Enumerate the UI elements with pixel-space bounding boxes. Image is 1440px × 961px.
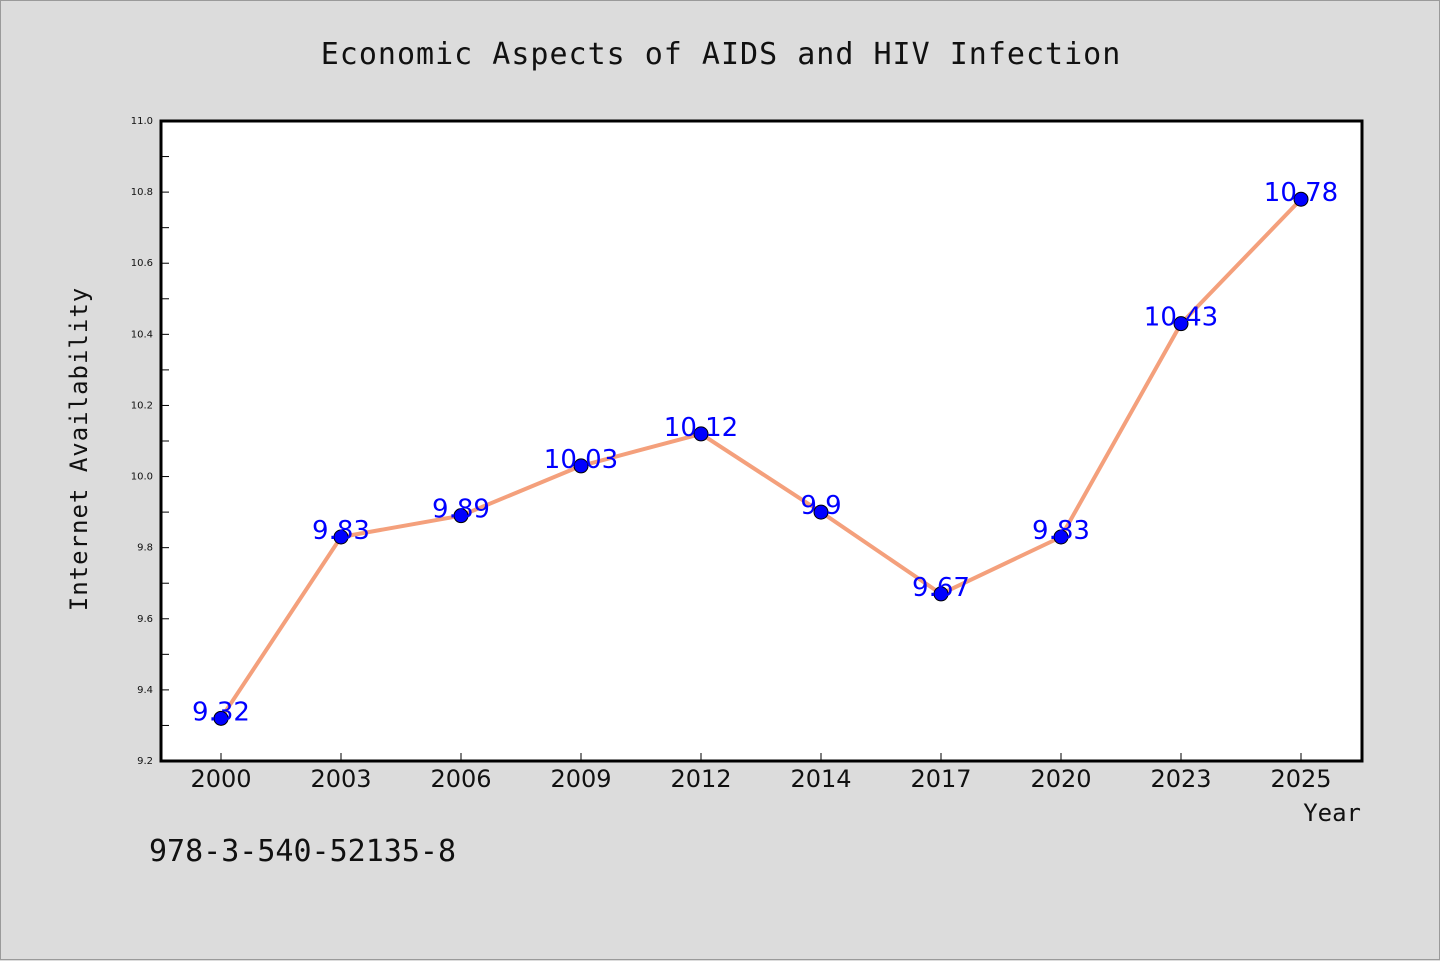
y-tick-label: 10.0 xyxy=(131,472,153,483)
y-tick-label: 11.0 xyxy=(131,116,153,127)
x-tick-label: 2023 xyxy=(1150,765,1211,793)
x-tick-label: 2020 xyxy=(1030,765,1091,793)
y-axis-label: Internet Availability xyxy=(65,287,93,611)
x-tick-label: 2012 xyxy=(670,765,731,793)
data-point xyxy=(1053,529,1069,545)
data-point xyxy=(453,508,469,524)
data-label: 9.9 xyxy=(800,491,841,521)
x-tick-label: 2017 xyxy=(910,765,971,793)
x-axis: 2000 2003 2006 2009 2012 2014 2017 2020 2023 2025 xyxy=(190,753,1332,793)
x-tick-label: 2006 xyxy=(430,765,491,793)
data-label: 10.43 xyxy=(1144,303,1218,333)
y-tick-label: 10.6 xyxy=(131,258,153,269)
isbn-text: 978-3-540-52135-8 xyxy=(149,834,457,869)
data-label: 10.78 xyxy=(1264,178,1338,208)
data-point xyxy=(1293,191,1309,207)
x-tick-label: 2014 xyxy=(790,765,851,793)
data-point xyxy=(1173,316,1189,332)
y-tick-label: 9.4 xyxy=(137,685,153,696)
data-point xyxy=(813,504,829,520)
y-tick-label: 9.2 xyxy=(137,756,153,767)
x-axis-label: Year xyxy=(1303,799,1361,827)
plot-area xyxy=(159,119,1364,763)
data-label: 9.89 xyxy=(432,495,490,525)
data-label: 9.83 xyxy=(1032,516,1090,546)
series-line xyxy=(219,197,1303,720)
data-point xyxy=(333,529,349,545)
x-tick-label: 2025 xyxy=(1270,765,1331,793)
data-label: 10.03 xyxy=(544,445,618,475)
data-point xyxy=(693,426,709,442)
y-tick-label: 9.6 xyxy=(137,614,153,625)
chart-title: Economic Aspects of AIDS and HIV Infecti… xyxy=(321,37,1122,72)
x-tick-label: 2003 xyxy=(310,765,371,793)
y-tick-label: 10.8 xyxy=(131,187,153,198)
data-labels: 9.32 9.83 9.89 10.03 10.12 9.9 9.67 9.83 10.43 10… xyxy=(192,178,1338,727)
x-tick-label: 2009 xyxy=(550,765,611,793)
data-label: 9.67 xyxy=(912,573,970,603)
y-tick-label: 10.2 xyxy=(131,400,153,411)
data-point xyxy=(573,458,589,474)
x-tick-label: 2000 xyxy=(190,765,251,793)
data-point xyxy=(933,586,949,602)
data-label: 9.32 xyxy=(192,697,250,727)
data-point xyxy=(213,710,229,726)
series-markers xyxy=(213,191,1309,726)
data-label: 9.83 xyxy=(312,516,370,546)
y-tick-label: 9.8 xyxy=(137,543,153,554)
data-label: 10.12 xyxy=(664,413,738,443)
y-tick-label: 10.4 xyxy=(131,329,153,340)
y-axis: 9.2 9.4 9.6 9.8 10.0 10.2 10.4 10.6 10.8 11.0 xyxy=(131,116,169,767)
